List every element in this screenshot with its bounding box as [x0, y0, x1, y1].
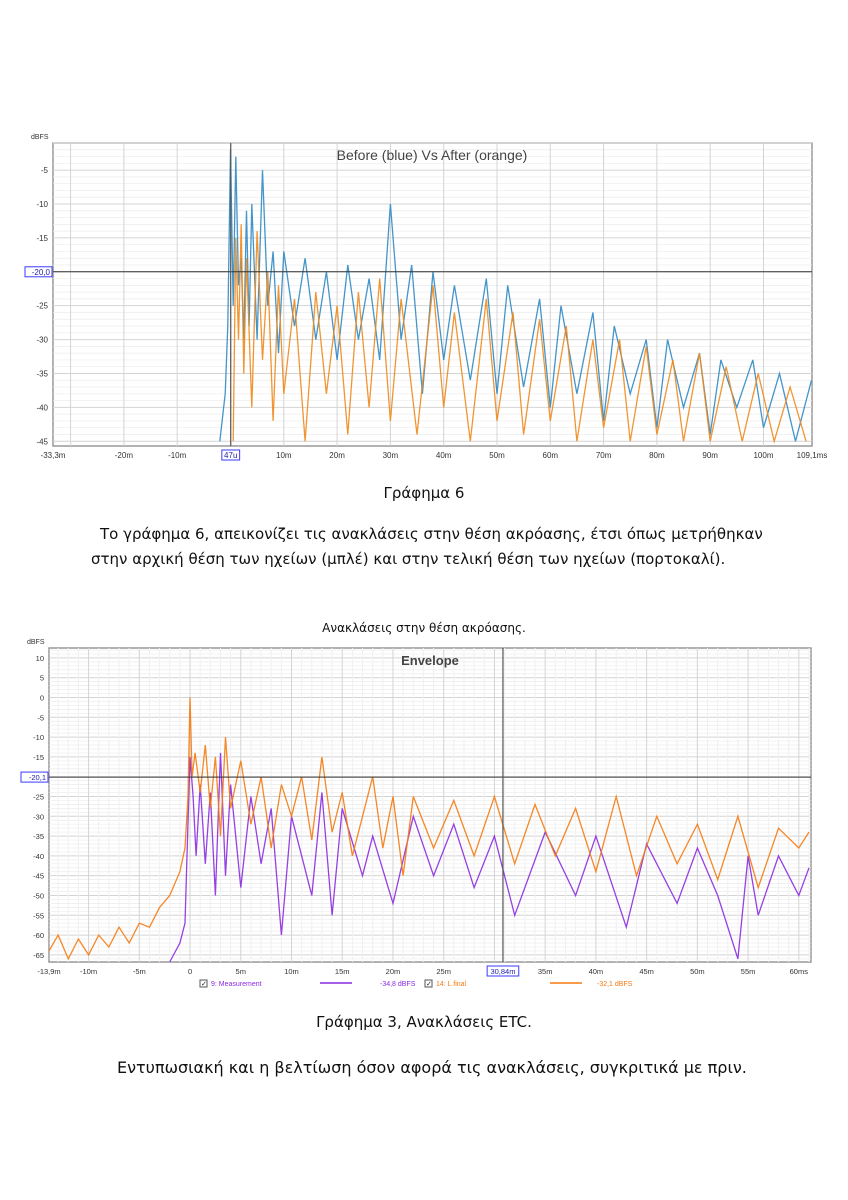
y-tick-label: 10 [36, 654, 44, 663]
y-tick-label: -40 [33, 852, 44, 861]
y-tick-label: -25 [36, 302, 48, 311]
series-line-14-l-final [48, 697, 810, 961]
cursor-x-readout-box [221, 449, 241, 461]
x-tick-label: 35m [538, 967, 553, 976]
cursor-y-readout-box [20, 771, 49, 783]
x-tick-label: 80m [649, 451, 665, 460]
x-tick-label: -10m [168, 451, 187, 460]
chart-title: Envelope [401, 653, 459, 668]
series-line-9-measurement [169, 752, 810, 963]
figure-6-caption: Γράφημα 6 [383, 484, 465, 502]
x-tick-label: 60m [543, 451, 559, 460]
figure-6-description-line-2: στην αρχική θέση των ηχείων (μπλέ) και σ… [91, 550, 726, 568]
chart-envelope-etc: dBFS 10 5 0 -5 -10 -15 -25 -30 -35 -40 -45 -50 -55 -60… [20, 639, 812, 988]
y-tick-label: -30 [36, 336, 48, 345]
y-tick-label: -35 [36, 369, 48, 378]
x-tick-label: 40m [436, 451, 452, 460]
x-tick-label: 45m [639, 967, 654, 976]
x-tick-label: 20m [386, 967, 401, 976]
y-tick-label: -5 [37, 713, 44, 722]
x-tick-label: -5m [133, 967, 146, 976]
x-tick-label: 50m [690, 967, 705, 976]
x-tick-label: 30m [383, 451, 399, 460]
checkmark-icon: ✓ [426, 981, 432, 988]
figure-3-caption: Γράφημα 3, Ανακλάσεις ETC. [316, 1013, 532, 1031]
y-tick-label: -45 [36, 437, 48, 446]
chart-title: Before (blue) Vs After (orange) [337, 147, 528, 163]
checkmark-icon: ✓ [201, 981, 207, 988]
y-tick-label: 0 [40, 693, 44, 702]
cursor-x-readout: 47u [224, 451, 237, 460]
x-tick-label: -20m [115, 451, 134, 460]
cursor-x-readout-box [486, 965, 520, 977]
x-tick-label: 10m [284, 967, 299, 976]
y-tick-label: -10 [33, 733, 44, 742]
cursor-y-readout-box [24, 266, 53, 278]
plot-area [48, 647, 812, 963]
x-tick-label: 100m [753, 451, 773, 460]
x-tick-label: 90m [702, 451, 718, 460]
x-tick-label: -10m [80, 967, 97, 976]
y-tick-label: -5 [41, 166, 49, 175]
x-tick-label: 60ms [790, 967, 809, 976]
y-axis-label: dBFS [27, 639, 45, 646]
x-tick-label: -13,9m [37, 967, 60, 976]
cursor-y-readout: -20,1 [29, 773, 46, 782]
y-tick-label: -45 [33, 872, 44, 881]
legend-checkbox [199, 979, 208, 988]
x-tick-label: 25m [436, 967, 451, 976]
x-tick-label: 15m [335, 967, 350, 976]
y-tick-label: -10 [36, 200, 48, 209]
legend-label: 9: Measurement [211, 981, 262, 988]
y-tick-label: -25 [33, 792, 44, 801]
y-tick-label: -15 [33, 753, 44, 762]
y-tick-label: -65 [33, 951, 44, 960]
series-line-1 [232, 224, 807, 444]
x-tick-label: 40m [589, 967, 604, 976]
y-tick-label: 5 [40, 674, 44, 683]
y-tick-label: -35 [33, 832, 44, 841]
cursor-x-readout: 30,84m [490, 967, 515, 976]
conclusion-text: Εντυπωσιακή και η βελτίωση όσον αφορά τι… [117, 1058, 747, 1077]
x-tick-label: 55m [741, 967, 756, 976]
legend-value: -32,1 dBFS [597, 981, 633, 988]
legend-checkbox [424, 979, 433, 988]
figure-6-description-line-1: Το γράφημα 6, απεικονίζει τις ανακλάσεις… [100, 525, 763, 543]
legend-value: -34,8 dBFS [380, 981, 416, 988]
x-tick-label: 109,1ms [797, 451, 828, 460]
y-tick-label: -40 [36, 403, 48, 412]
x-tick-label: -33,3m [41, 451, 66, 460]
y-axis-label: dBFS [31, 134, 49, 141]
x-tick-label: 10m [276, 451, 292, 460]
legend-label: 14: L final [436, 981, 467, 988]
y-tick-label: -30 [33, 812, 44, 821]
cursor-y-readout: -20,0 [32, 268, 51, 277]
x-tick-label: 20m [329, 451, 345, 460]
y-tick-label: -50 [33, 891, 44, 900]
x-tick-label: 5m [236, 967, 246, 976]
figure-3-heading: Ανακλάσεις στην θέση ακρόασης. [322, 621, 526, 635]
y-tick-label: -15 [36, 234, 48, 243]
y-tick-label: -55 [33, 911, 44, 920]
x-tick-label: 0 [188, 967, 192, 976]
y-tick-label: -60 [33, 931, 44, 940]
chart-before-vs-after: dBFS -5 -10 -15 -25 -30 -35 -40 -45 -33,3m -20m -10… [24, 134, 828, 461]
x-tick-label: 50m [489, 451, 505, 460]
x-tick-label: 70m [596, 451, 612, 460]
